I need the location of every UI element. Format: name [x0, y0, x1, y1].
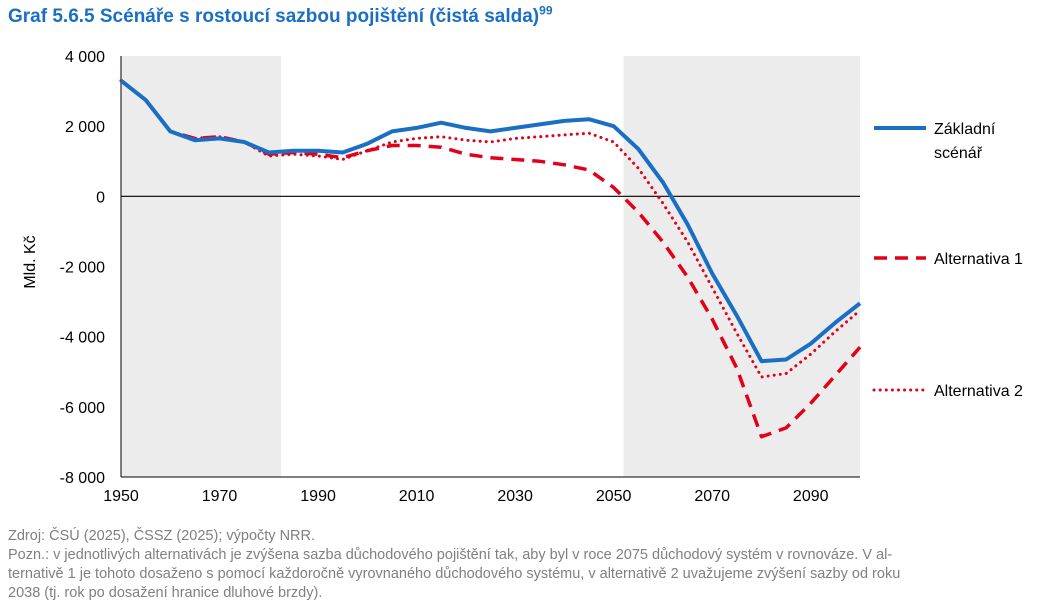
shaded-range-1: [623, 56, 860, 477]
shaded-periods: [121, 56, 860, 477]
series-line-alternativa-1: [119, 79, 862, 439]
x-tick-label: 2090: [793, 488, 829, 505]
legend-label-1: Alternativa 1: [934, 251, 1023, 268]
x-tick-label: 2030: [497, 488, 533, 505]
note-line-1: Pozn.: v jednotlivých alternativách je z…: [8, 547, 893, 563]
y-tick-label: 2 000: [65, 119, 105, 136]
title-footnote-marker: 99: [539, 3, 553, 18]
series-line-z-kladn-sc-n-: [119, 79, 862, 364]
note-line-2: ternativě 1 je tohoto dosaženo s pomocí …: [8, 566, 901, 582]
y-tick-label: 4 000: [65, 49, 105, 66]
y-tick-label: -2 000: [60, 260, 105, 277]
x-tick-label: 1970: [202, 488, 238, 505]
x-tick-label: 1950: [103, 488, 139, 505]
note-line-3: 2038 (tj. rok po dosažení hranice dluhov…: [8, 585, 323, 601]
x-tick-label: 2070: [694, 488, 730, 505]
y-axis-label: Mld. Kč: [22, 235, 39, 288]
y-tick-label: -6 000: [60, 400, 105, 417]
y-tick-label: -4 000: [60, 330, 105, 347]
source-note: Zdroj: ČSÚ (2025), ČSSZ (2025); výpočty …: [8, 528, 316, 544]
chart-notes: Zdroj: ČSÚ (2025), ČSSZ (2025); výpočty …: [8, 527, 1048, 603]
x-tick-label: 2050: [596, 488, 632, 505]
legend: Základní scénář Alternativa 1 Alternativa 2: [872, 121, 1023, 400]
legend-label-0: scénář: [934, 145, 983, 162]
y-tick-label: 0: [96, 189, 105, 206]
chart-title-text: Graf 5.6.5 Scénáře s rostoucí sazbou poj…: [8, 6, 540, 27]
chart-title: Graf 5.6.5 Scénáře s rostoucí sazbou poj…: [8, 3, 553, 28]
x-tick-label: 2010: [399, 488, 435, 505]
legend-label-0: Základní: [934, 121, 996, 138]
legend-label-2: Alternativa 2: [934, 383, 1023, 400]
shaded-range-0: [121, 56, 282, 477]
y-tick-label: -8 000: [60, 470, 105, 487]
series-lines: [119, 79, 862, 439]
axes: [120, 56, 860, 478]
x-tick-label: 1990: [300, 488, 336, 505]
